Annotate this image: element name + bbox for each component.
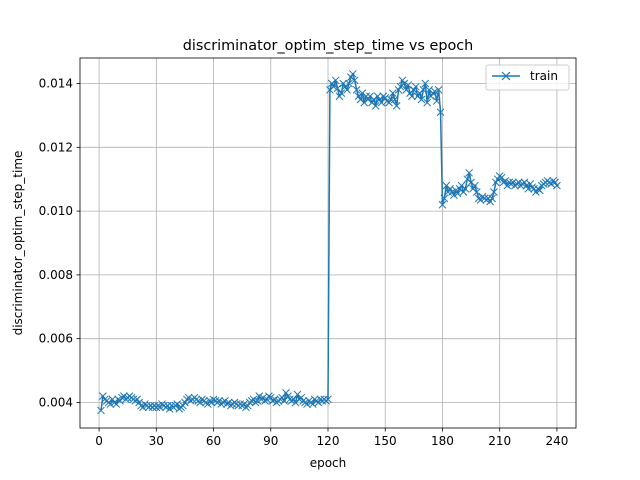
legend-label-train: train [530, 69, 558, 83]
data-point-marker [389, 89, 397, 97]
data-point-marker [421, 79, 430, 88]
data-point-marker [434, 86, 443, 94]
data-point-marker [461, 184, 470, 193]
y-tick-label: 0.014 [39, 77, 73, 91]
data-point-marker [501, 176, 510, 185]
series-layer [97, 70, 561, 415]
data-point-marker [432, 97, 441, 105]
chart-title: discriminator_optim_step_time vs epoch [183, 38, 474, 54]
data-point-marker [535, 186, 544, 195]
x-tick-label: 60 [206, 434, 221, 448]
data-point-marker [553, 181, 561, 190]
data-point-marker [411, 82, 420, 91]
x-axis-label: epoch [310, 456, 347, 470]
data-point-marker [331, 76, 340, 85]
data-point-marker [419, 86, 428, 94]
data-point-marker [333, 84, 342, 93]
x-tick-label: 0 [95, 434, 103, 448]
data-point-marker [524, 184, 533, 193]
data-point-marker [387, 95, 395, 104]
data-point-marker [472, 188, 481, 196]
data-point-marker [253, 397, 262, 405]
y-tick-label: 0.012 [39, 140, 73, 154]
data-point-marker [350, 76, 359, 85]
data-point-marker [345, 79, 353, 88]
data-point-marker [488, 194, 496, 203]
data-point-marker [453, 189, 462, 198]
data-point-marker [408, 92, 416, 101]
y-tick-label: 0.008 [39, 268, 73, 282]
data-point-marker [430, 87, 439, 96]
x-axis-ticks: 0 30 60 90 120 150 180 210 240 [95, 428, 568, 448]
data-point-marker [280, 397, 288, 405]
data-point-marker [329, 82, 338, 91]
x-tick-label: 120 [317, 434, 340, 448]
x-tick-label: 210 [488, 434, 511, 448]
x-tick-label: 180 [431, 434, 454, 448]
data-point-marker [471, 181, 479, 190]
data-point-marker [352, 86, 361, 94]
y-tick-label: 0.004 [39, 395, 73, 409]
data-point-marker [417, 95, 426, 104]
data-point-marker [337, 89, 346, 97]
data-point-marker [490, 188, 498, 196]
legend-box [485, 64, 570, 91]
data-point-marker [436, 108, 445, 117]
legend: train [485, 64, 570, 91]
x-tick-label: 240 [545, 434, 568, 448]
data-point-marker [465, 168, 474, 177]
data-point-marker [106, 400, 115, 408]
data-point-marker [324, 395, 332, 404]
data-point-marker [97, 406, 105, 415]
data-point-marker [450, 191, 458, 200]
y-axis-ticks: 0.004 0.006 0.008 0.010 0.012 0.014 [39, 77, 80, 409]
legend-marker-icon [501, 71, 511, 81]
y-tick-label: 0.006 [39, 332, 73, 346]
y-tick-label: 0.010 [39, 204, 73, 218]
data-point-marker [440, 194, 449, 203]
data-point-marker [438, 200, 447, 209]
data-point-marker [390, 95, 399, 104]
x-tick-label: 150 [374, 434, 397, 448]
y-axis-label: discriminator_optim_step_time [11, 151, 25, 336]
data-point-marker [392, 101, 401, 110]
data-point-marker [423, 98, 432, 107]
x-tick-label: 30 [149, 434, 164, 448]
data-point-marker [371, 101, 380, 110]
data-point-marker [377, 98, 386, 107]
data-point-marker [400, 79, 409, 88]
x-tick-label: 90 [263, 434, 278, 448]
data-point-marker [343, 86, 351, 94]
data-point-marker [404, 81, 412, 89]
data-point-marker [348, 70, 357, 78]
